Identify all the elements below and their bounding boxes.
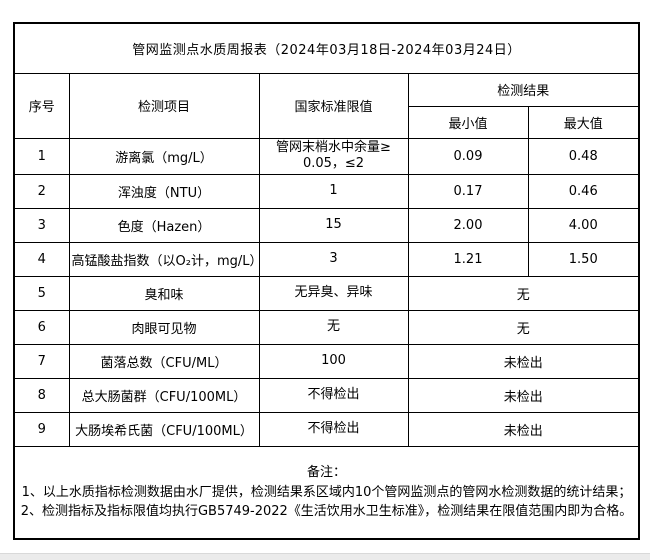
row-item: 臭和味 [68, 276, 260, 312]
row-seq: 1 [13, 137, 70, 176]
row-item: 总大肠菌群（CFU/100ML） [68, 378, 260, 414]
col-header-result-group: 检测结果 [407, 72, 640, 107]
row-item: 色度（Hazen） [68, 208, 260, 244]
row-seq: 8 [13, 378, 70, 414]
row-limit: 1 [258, 174, 409, 210]
notes-section: 备注： 1、以上水质指标检测数据由水厂提供，检测结果系区域内10个管网监测点的管… [13, 446, 640, 540]
col-header-limit: 国家标准限值 [258, 72, 409, 139]
row-max: 1.50 [527, 242, 640, 278]
col-header-seq: 序号 [13, 72, 70, 139]
row-min: 0.17 [407, 174, 529, 210]
row-result: 无 [407, 310, 640, 346]
row-result: 未检出 [407, 378, 640, 414]
row-limit: 不得检出 [258, 412, 409, 448]
col-header-item: 检测项目 [68, 72, 260, 139]
row-min: 1.21 [407, 242, 529, 278]
row-seq: 4 [13, 242, 70, 278]
row-max: 0.48 [527, 137, 640, 176]
row-seq: 3 [13, 208, 70, 244]
table-row: 1 游离氯（mg/L） 管网末梢水中余量≥ 0.05，≤2 0.09 0.48 [13, 137, 640, 176]
title-row: 管网监测点水质周报表（2024年03月18日-2024年03月24日） [13, 22, 640, 74]
row-limit: 100 [258, 344, 409, 380]
row-seq: 2 [13, 174, 70, 210]
table-row: 8 总大肠菌群（CFU/100ML） 不得检出 未检出 [13, 378, 640, 414]
row-limit: 无异臭、异味 [258, 276, 409, 312]
notes-label: 备注： [306, 465, 346, 481]
row-seq: 6 [13, 310, 70, 346]
row-item: 高锰酸盐指数（以O₂计，mg/L） [68, 242, 260, 278]
col-header-max: 最大值 [527, 105, 640, 139]
row-limit: 不得检出 [258, 378, 409, 414]
header-row-1: 序号 检测项目 国家标准限值 检测结果 [13, 72, 640, 139]
table-row: 7 菌落总数（CFU/ML） 100 未检出 [13, 344, 640, 380]
table-row: 6 肉眼可见物 无 无 [13, 310, 640, 346]
header-row-2: 最小值 最大值 [14, 105, 640, 139]
table-row: 2 浑浊度（NTU） 1 0.17 0.46 [13, 174, 640, 210]
row-seq: 7 [13, 344, 70, 380]
row-limit: 15 [258, 208, 409, 244]
col-header-min: 最小值 [407, 105, 529, 139]
row-seq: 5 [13, 276, 70, 312]
row-max: 0.46 [527, 174, 640, 210]
row-limit: 管网末梢水中余量≥ 0.05，≤2 [258, 137, 409, 176]
note-line-2: 2、检测指标及指标限值均执行GB5749-2022《生活饮用水卫生标准》，检测结… [20, 504, 633, 520]
row-min: 2.00 [407, 208, 529, 244]
row-max: 4.00 [527, 208, 640, 244]
row-item: 大肠埃希氏菌（CFU/100ML） [68, 412, 260, 448]
row-result: 未检出 [407, 412, 640, 448]
row-limit: 无 [258, 310, 409, 346]
notes-row: 备注： 1、以上水质指标检测数据由水厂提供，检测结果系区域内10个管网监测点的管… [13, 446, 640, 540]
row-limit: 3 [258, 242, 409, 278]
table-row: 9 大肠埃希氏菌（CFU/100ML） 不得检出 未检出 [13, 412, 640, 448]
row-item: 菌落总数（CFU/ML） [68, 344, 260, 380]
water-quality-report-table: 管网监测点水质周报表（2024年03月18日-2024年03月24日） 序号 检… [13, 22, 640, 540]
row-item: 游离氯（mg/L） [68, 137, 260, 176]
row-item: 肉眼可见物 [68, 310, 260, 346]
row-min: 0.09 [407, 137, 529, 176]
report-title: 管网监测点水质周报表（2024年03月18日-2024年03月24日） [13, 22, 640, 74]
row-seq: 9 [13, 412, 70, 448]
row-result: 未检出 [407, 344, 640, 380]
table-row: 5 臭和味 无异臭、异味 无 [13, 276, 640, 312]
row-item: 浑浊度（NTU） [68, 174, 260, 210]
row-result: 无 [407, 276, 640, 312]
note-line-1: 1、以上水质指标检测数据由水厂提供，检测结果系区域内10个管网监测点的管网水检测… [21, 484, 632, 500]
table-row: 4 高锰酸盐指数（以O₂计，mg/L） 3 1.21 1.50 [13, 242, 640, 278]
table-row: 3 色度（Hazen） 15 2.00 4.00 [13, 208, 640, 244]
window-bottom-strip [0, 553, 650, 560]
